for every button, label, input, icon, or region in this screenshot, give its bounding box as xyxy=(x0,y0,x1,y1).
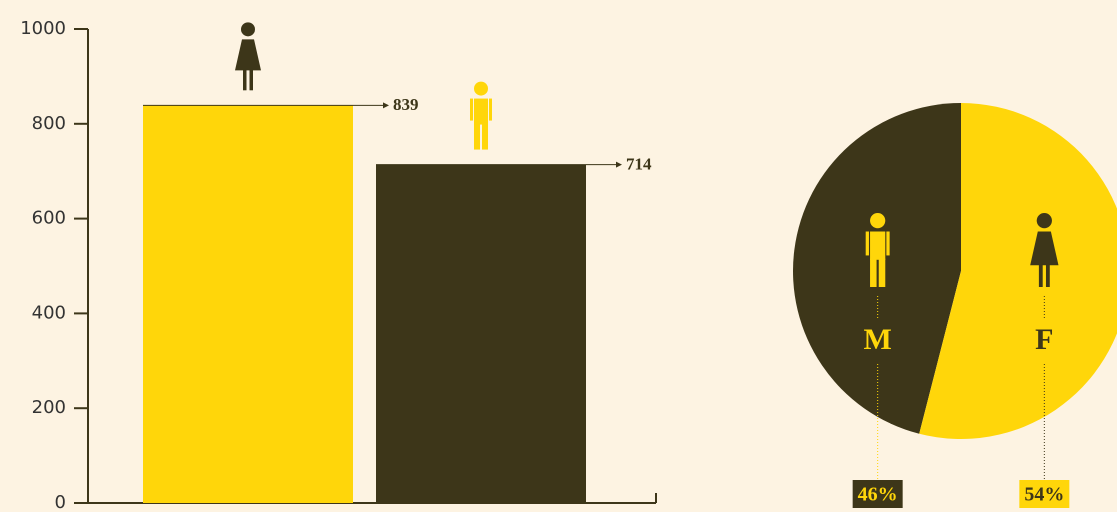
woman-icon xyxy=(235,22,261,91)
woman-icon xyxy=(1030,213,1059,287)
y-tick-label: 0 xyxy=(55,492,66,512)
value-label: 714 xyxy=(626,154,652,173)
y-tick-label: 1000 xyxy=(20,18,66,39)
value-arrowhead xyxy=(383,102,389,109)
icon-body xyxy=(870,231,886,260)
y-tick-label: 400 xyxy=(32,302,66,323)
pct-box xyxy=(852,480,903,508)
icon-head xyxy=(474,81,488,96)
pie-slice xyxy=(919,103,1117,439)
icon-body xyxy=(474,98,488,125)
man-icon xyxy=(865,213,890,287)
icon-leg xyxy=(243,69,247,91)
icon-head xyxy=(1036,213,1052,229)
icon-leg xyxy=(878,258,886,287)
icon-arm xyxy=(470,98,473,121)
icon-arm xyxy=(865,231,869,256)
bar xyxy=(376,164,586,503)
icon-leg xyxy=(474,123,480,150)
icon-body xyxy=(235,39,261,71)
icon-leg xyxy=(1038,264,1043,287)
icon-body xyxy=(1030,231,1059,266)
icon-head xyxy=(241,22,255,37)
pie-slice xyxy=(792,103,961,434)
pct-label: 46% xyxy=(858,484,898,506)
man-icon xyxy=(470,81,492,150)
pie-label: M xyxy=(863,323,891,356)
y-tick-label: 200 xyxy=(32,397,66,418)
value-label: 839 xyxy=(393,95,419,114)
icon-leg xyxy=(870,258,877,287)
bar xyxy=(143,105,353,504)
icon-leg xyxy=(249,69,253,91)
pct-box xyxy=(1019,480,1070,508)
pie-label: F xyxy=(1035,323,1053,356)
icon-leg xyxy=(1045,264,1050,287)
icon-arm xyxy=(489,98,492,121)
y-tick-label: 800 xyxy=(32,113,66,134)
icon-leg xyxy=(482,123,488,150)
pct-label: 54% xyxy=(1024,484,1064,506)
value-arrowhead xyxy=(616,161,622,168)
icon-head xyxy=(870,213,886,229)
icon-arm xyxy=(886,231,890,256)
y-tick-label: 600 xyxy=(32,208,66,229)
